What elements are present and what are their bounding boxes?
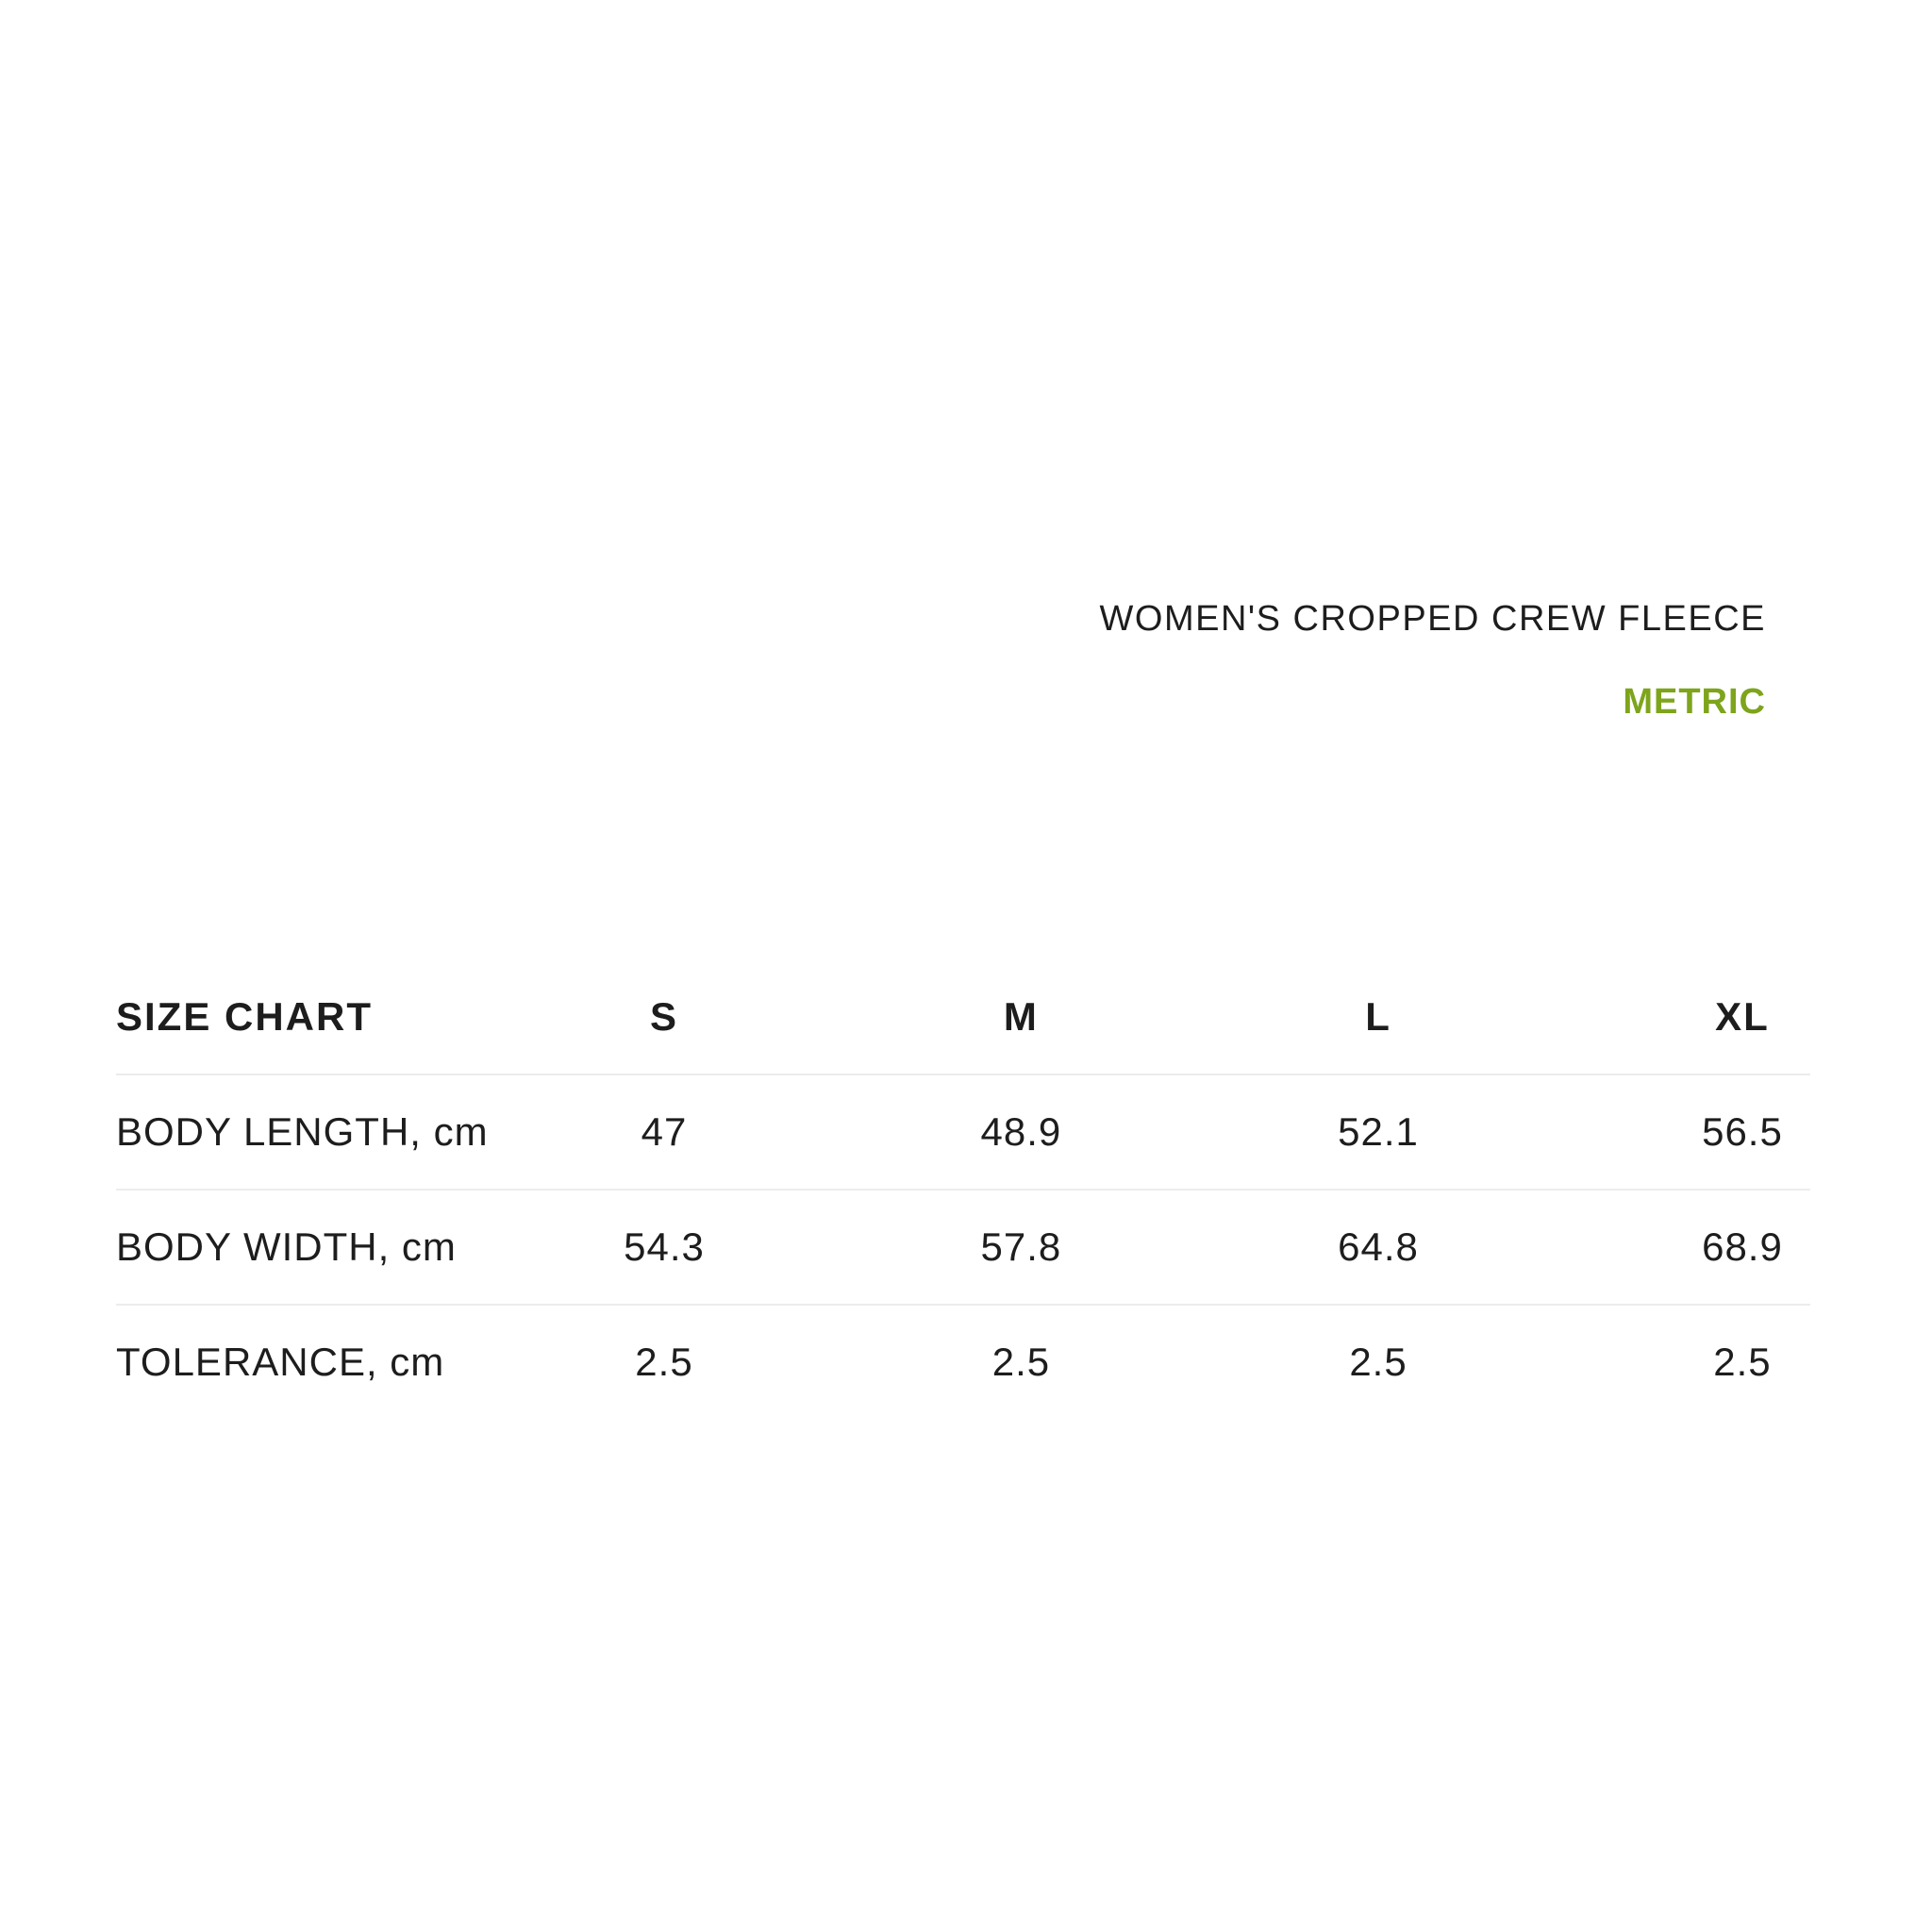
column-header-xl: XL [1715, 994, 1770, 1039]
cell-value: 2.5 [1713, 1340, 1772, 1384]
column-header-l: L [1365, 994, 1391, 1039]
table-row-body-width: BODY WIDTH, cm 54.3 57.8 64.8 68.9 [116, 1191, 1810, 1306]
cell-value: 54.3 [624, 1224, 705, 1269]
metric-unit-toggle[interactable]: METRIC [1623, 682, 1766, 722]
table-row-tolerance: TOLERANCE, cm 2.5 2.5 2.5 2.5 [116, 1306, 1810, 1419]
cell-value: 48.9 [980, 1109, 1062, 1154]
cell-value: 57.8 [980, 1224, 1062, 1269]
cell-value: 64.8 [1338, 1224, 1419, 1269]
size-chart-table: SIZE CHART S M L XL BODY LENGTH, cm 47 4… [116, 960, 1810, 1419]
row-label: BODY LENGTH, cm [116, 1109, 489, 1154]
cell-value: 52.1 [1338, 1109, 1419, 1154]
cell-value: 68.9 [1702, 1224, 1783, 1269]
size-chart-title: SIZE CHART [116, 994, 373, 1039]
row-label: BODY WIDTH, cm [116, 1224, 457, 1269]
table-row-body-length: BODY LENGTH, cm 47 48.9 52.1 56.5 [116, 1075, 1810, 1191]
cell-value: 47 [641, 1109, 688, 1154]
cell-value: 2.5 [991, 1340, 1051, 1384]
table-header-row: SIZE CHART S M L XL [116, 960, 1810, 1075]
column-header-s: S [649, 994, 679, 1039]
cell-value: 2.5 [635, 1340, 693, 1384]
cell-value: 2.5 [1349, 1340, 1407, 1384]
cell-value: 56.5 [1702, 1109, 1783, 1154]
product-title: WOMEN'S CROPPED CREW FLEECE [1099, 599, 1766, 639]
column-header-m: M [1003, 994, 1039, 1039]
row-label: TOLERANCE, cm [116, 1340, 445, 1384]
